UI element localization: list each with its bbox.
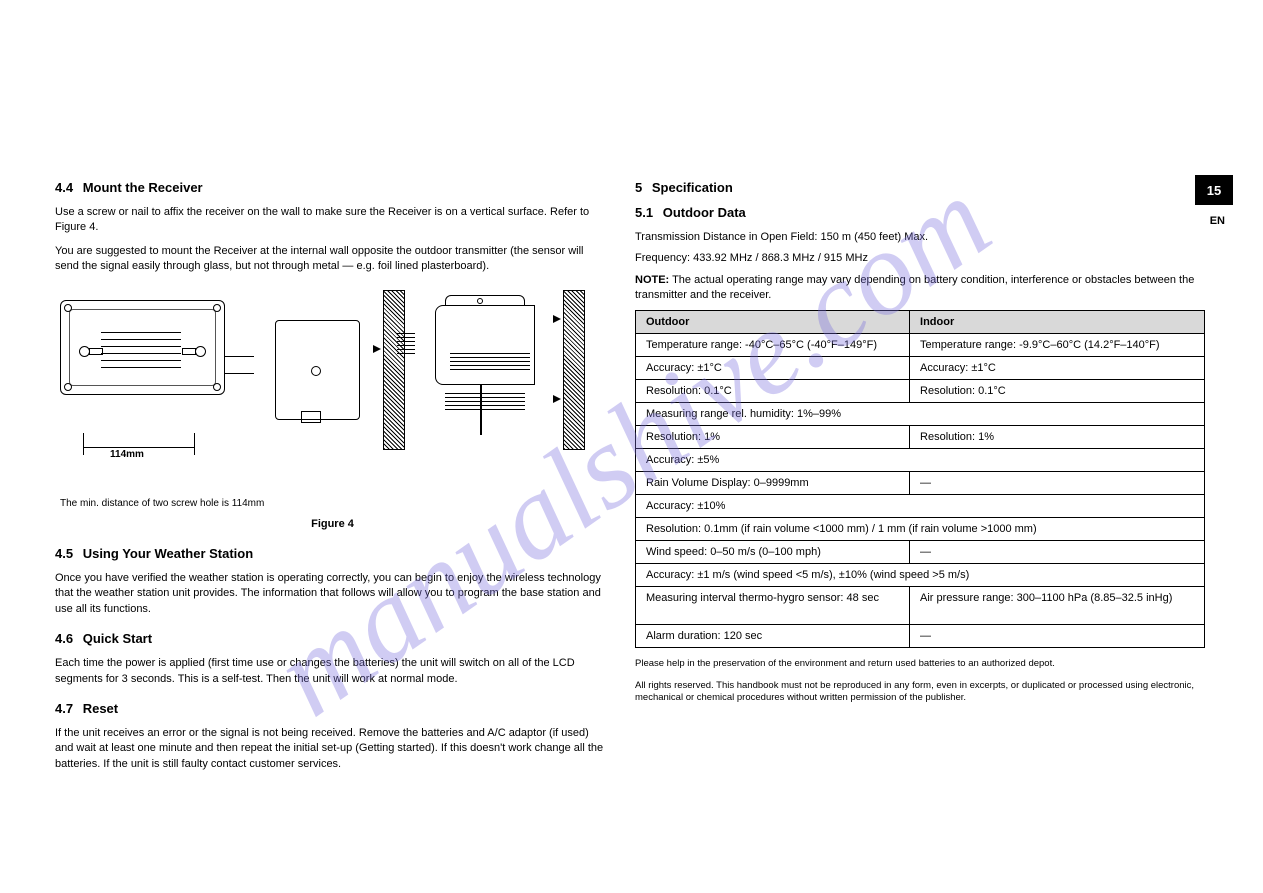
note-line: NOTE: The actual operating range may var…	[635, 273, 1205, 304]
freq-label: Frequency:	[635, 252, 690, 264]
table-cell: Accuracy: ±5%	[636, 448, 1205, 471]
table-row: Alarm duration: 120 sec—	[636, 624, 1205, 647]
section-mount-title: 4.4 Mount the Receiver	[55, 180, 610, 195]
diagram-row: 114mm	[55, 290, 610, 470]
section-num: 4.4	[55, 180, 73, 195]
table-row: Resolution: 0.1mm (if rain volume <1000 …	[636, 517, 1205, 540]
table-cell: Resolution: 0.1°C	[910, 379, 1205, 402]
section-num: 4.5	[55, 546, 73, 561]
table-cell: Accuracy: ±1°C	[636, 356, 910, 379]
footer-note-1: Please help in the preservation of the e…	[635, 658, 1205, 670]
table-cell: Rain Volume Display: 0–9999mm	[636, 471, 910, 494]
table-cell: Measuring range rel. humidity: 1%–99%	[636, 402, 1205, 425]
left-column: 4.4 Mount the Receiver Use a screw or na…	[55, 180, 610, 780]
section-num: 4.6	[55, 631, 73, 646]
table-cell: Accuracy: ±1 m/s (wind speed <5 m/s), ±1…	[636, 563, 1205, 586]
note-text: The actual operating range may vary depe…	[635, 274, 1194, 301]
table-cell: Alarm duration: 120 sec	[636, 624, 910, 647]
spec-table: Outdoor Indoor Temperature range: -40°C–…	[635, 310, 1205, 648]
freq-value: 433.92 MHz / 868.3 MHz / 915 MHz	[693, 252, 868, 264]
section-reset-title: 4.7 Reset	[55, 701, 610, 716]
start-p: Each time the power is applied (first ti…	[55, 656, 610, 687]
section-label: Mount the Receiver	[83, 180, 203, 195]
table-cell: Temperature range: -40°C–65°C (-40°F–149…	[636, 333, 910, 356]
table-row: Accuracy: ±10%	[636, 494, 1205, 517]
table-cell: Accuracy: ±1°C	[910, 356, 1205, 379]
right-column: 5 Specification 5.1 Outdoor Data Transmi…	[635, 180, 1205, 705]
trans-value: 150 m (450 feet) Max.	[820, 231, 928, 243]
table-cell: Air pressure range: 300–1100 hPa (8.85–3…	[910, 586, 1205, 624]
table-cell: Temperature range: -9.9°C–60°C (14.2°F–1…	[910, 333, 1205, 356]
table-cell: Resolution: 0.1°C	[636, 379, 910, 402]
th-outdoor: Outdoor	[636, 310, 910, 333]
table-header-row: Outdoor Indoor	[636, 310, 1205, 333]
section-label: Reset	[83, 701, 118, 716]
table-cell: Resolution: 1%	[910, 425, 1205, 448]
section-label: Outdoor Data	[663, 205, 746, 220]
table-row: Resolution: 0.1°CResolution: 0.1°C	[636, 379, 1205, 402]
footer-note-2: All rights reserved. This handbook must …	[635, 680, 1205, 705]
section-label: Specification	[652, 180, 733, 195]
table-row: Resolution: 1%Resolution: 1%	[636, 425, 1205, 448]
table-row: Measuring interval thermo-hygro sensor: …	[636, 586, 1205, 624]
section-num: 5	[635, 180, 642, 195]
freq-line: Frequency: 433.92 MHz / 868.3 MHz / 915 …	[635, 251, 1205, 266]
table-cell: —	[910, 624, 1205, 647]
reset-p: If the unit receives an error or the sig…	[55, 726, 610, 772]
table-row: Measuring range rel. humidity: 1%–99%	[636, 402, 1205, 425]
section-num: 5.1	[635, 205, 653, 220]
dimension-label: 114mm	[110, 449, 144, 460]
table-cell: Wind speed: 0–50 m/s (0–100 mph)	[636, 540, 910, 563]
mount-p2: You are suggested to mount the Receiver …	[55, 244, 610, 275]
section-num: 4.7	[55, 701, 73, 716]
mount-p1: Use a screw or nail to affix the receive…	[55, 205, 610, 236]
section-start-title: 4.6 Quick Start	[55, 631, 610, 646]
th-indoor: Indoor	[910, 310, 1205, 333]
table-row: Wind speed: 0–50 m/s (0–100 mph)—	[636, 540, 1205, 563]
table-row: Rain Volume Display: 0–9999mm—	[636, 471, 1205, 494]
section-label: Quick Start	[83, 631, 152, 646]
table-row: Accuracy: ±5%	[636, 448, 1205, 471]
use-p: Once you have verified the weather stati…	[55, 571, 610, 617]
table-row: Accuracy: ±1°CAccuracy: ±1°C	[636, 356, 1205, 379]
table-cell: Measuring interval thermo-hygro sensor: …	[636, 586, 910, 624]
table-row: Accuracy: ±1 m/s (wind speed <5 m/s), ±1…	[636, 563, 1205, 586]
table-cell: Accuracy: ±10%	[636, 494, 1205, 517]
table-row: Temperature range: -40°C–65°C (-40°F–149…	[636, 333, 1205, 356]
diagram-side-b	[435, 290, 585, 470]
table-cell: —	[910, 471, 1205, 494]
section-out-title: 5.1 Outdoor Data	[635, 205, 1205, 220]
diagram-back-plate: 114mm	[55, 290, 235, 430]
table-cell: Resolution: 1%	[636, 425, 910, 448]
section-spec-title: 5 Specification	[635, 180, 1205, 195]
section-use-title: 4.5 Using Your Weather Station	[55, 546, 610, 561]
table-cell: —	[910, 540, 1205, 563]
diagram-side-a	[265, 290, 405, 460]
section-label: Using Your Weather Station	[83, 546, 253, 561]
trans-line: Transmission Distance in Open Field: 150…	[635, 230, 1205, 245]
figure-caption: Figure 4	[55, 517, 610, 532]
trans-label: Transmission Distance in Open Field:	[635, 231, 817, 243]
note-label: NOTE:	[635, 274, 669, 286]
page-number: 15	[1207, 183, 1221, 198]
language-label: EN	[1210, 215, 1225, 227]
table-cell: Resolution: 0.1mm (if rain volume <1000 …	[636, 517, 1205, 540]
figure-note: The min. distance of two screw hole is 1…	[60, 498, 610, 509]
